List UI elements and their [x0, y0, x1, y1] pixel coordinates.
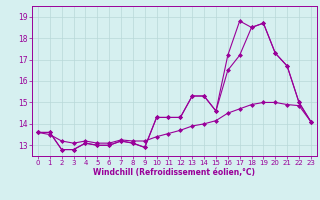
X-axis label: Windchill (Refroidissement éolien,°C): Windchill (Refroidissement éolien,°C): [93, 168, 255, 177]
